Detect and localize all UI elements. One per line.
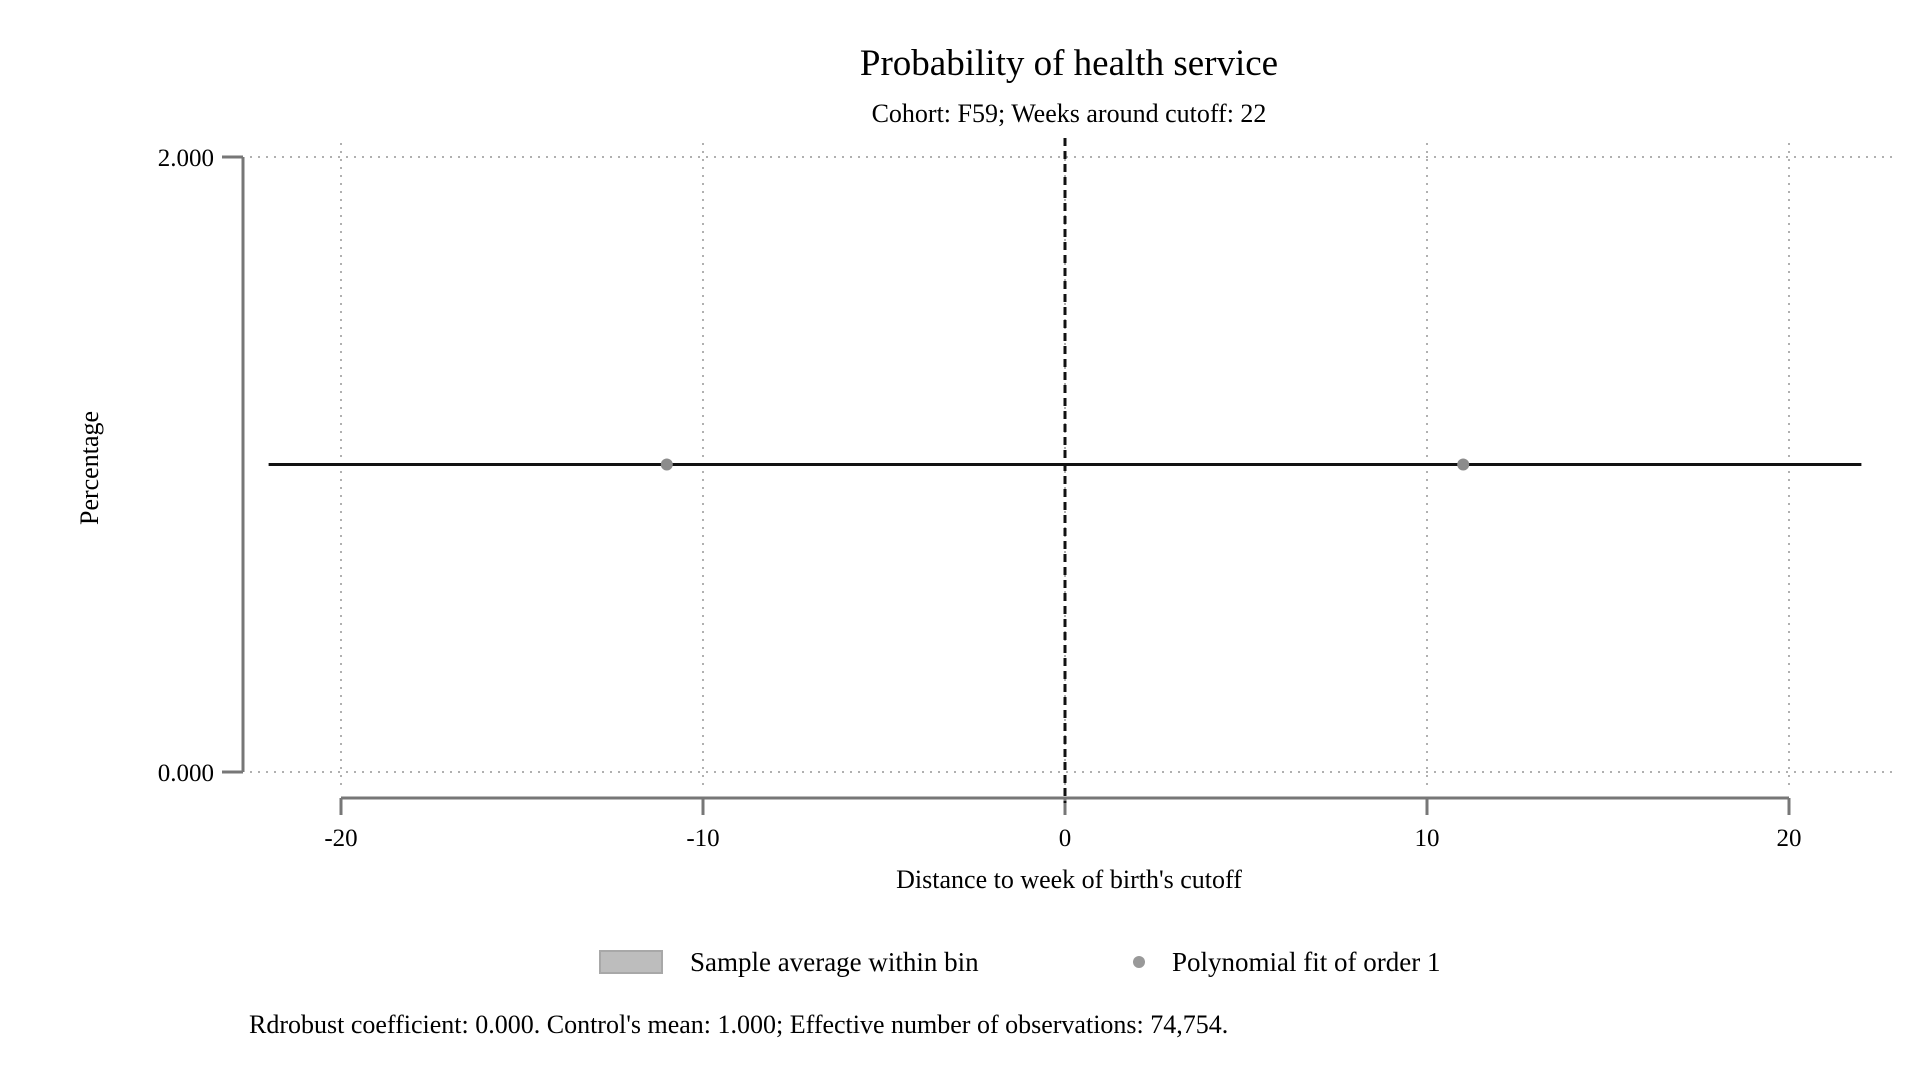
chart-subtitle: Cohort: F59; Weeks around cutoff: 22 xyxy=(872,99,1267,128)
y-axis-label: Percentage xyxy=(75,411,104,525)
x-tick-label-0: -20 xyxy=(324,825,357,852)
tick-labels: 0.000 2.000 -20 -10 0 10 20 xyxy=(158,145,1802,852)
x-axis-label: Distance to week of birth's cutoff xyxy=(896,865,1242,894)
footnote: Rdrobust coefficient: 0.000. Control's m… xyxy=(249,1010,1228,1039)
legend-swatch-sample-average xyxy=(599,950,663,974)
legend-dot-polynomial-fit xyxy=(1133,956,1145,968)
bin-point-0 xyxy=(660,458,673,471)
legend: Sample average within bin Polynomial fit… xyxy=(599,947,1440,977)
legend-label-sample-average: Sample average within bin xyxy=(690,947,979,977)
x-tick-label-3: 10 xyxy=(1415,825,1440,852)
x-tick-label-2: 0 xyxy=(1059,825,1072,852)
legend-label-polynomial-fit: Polynomial fit of order 1 xyxy=(1172,947,1440,977)
x-tick-label-4: 20 xyxy=(1777,825,1802,852)
x-tick-label-1: -10 xyxy=(686,825,719,852)
chart-marks xyxy=(268,138,1862,803)
bin-point-1 xyxy=(1457,458,1470,471)
y-tick-label-1: 2.000 xyxy=(158,145,214,172)
y-tick-label-0: 0.000 xyxy=(158,760,214,787)
chart-title: Probability of health service xyxy=(860,43,1278,84)
axes xyxy=(222,155,1791,815)
